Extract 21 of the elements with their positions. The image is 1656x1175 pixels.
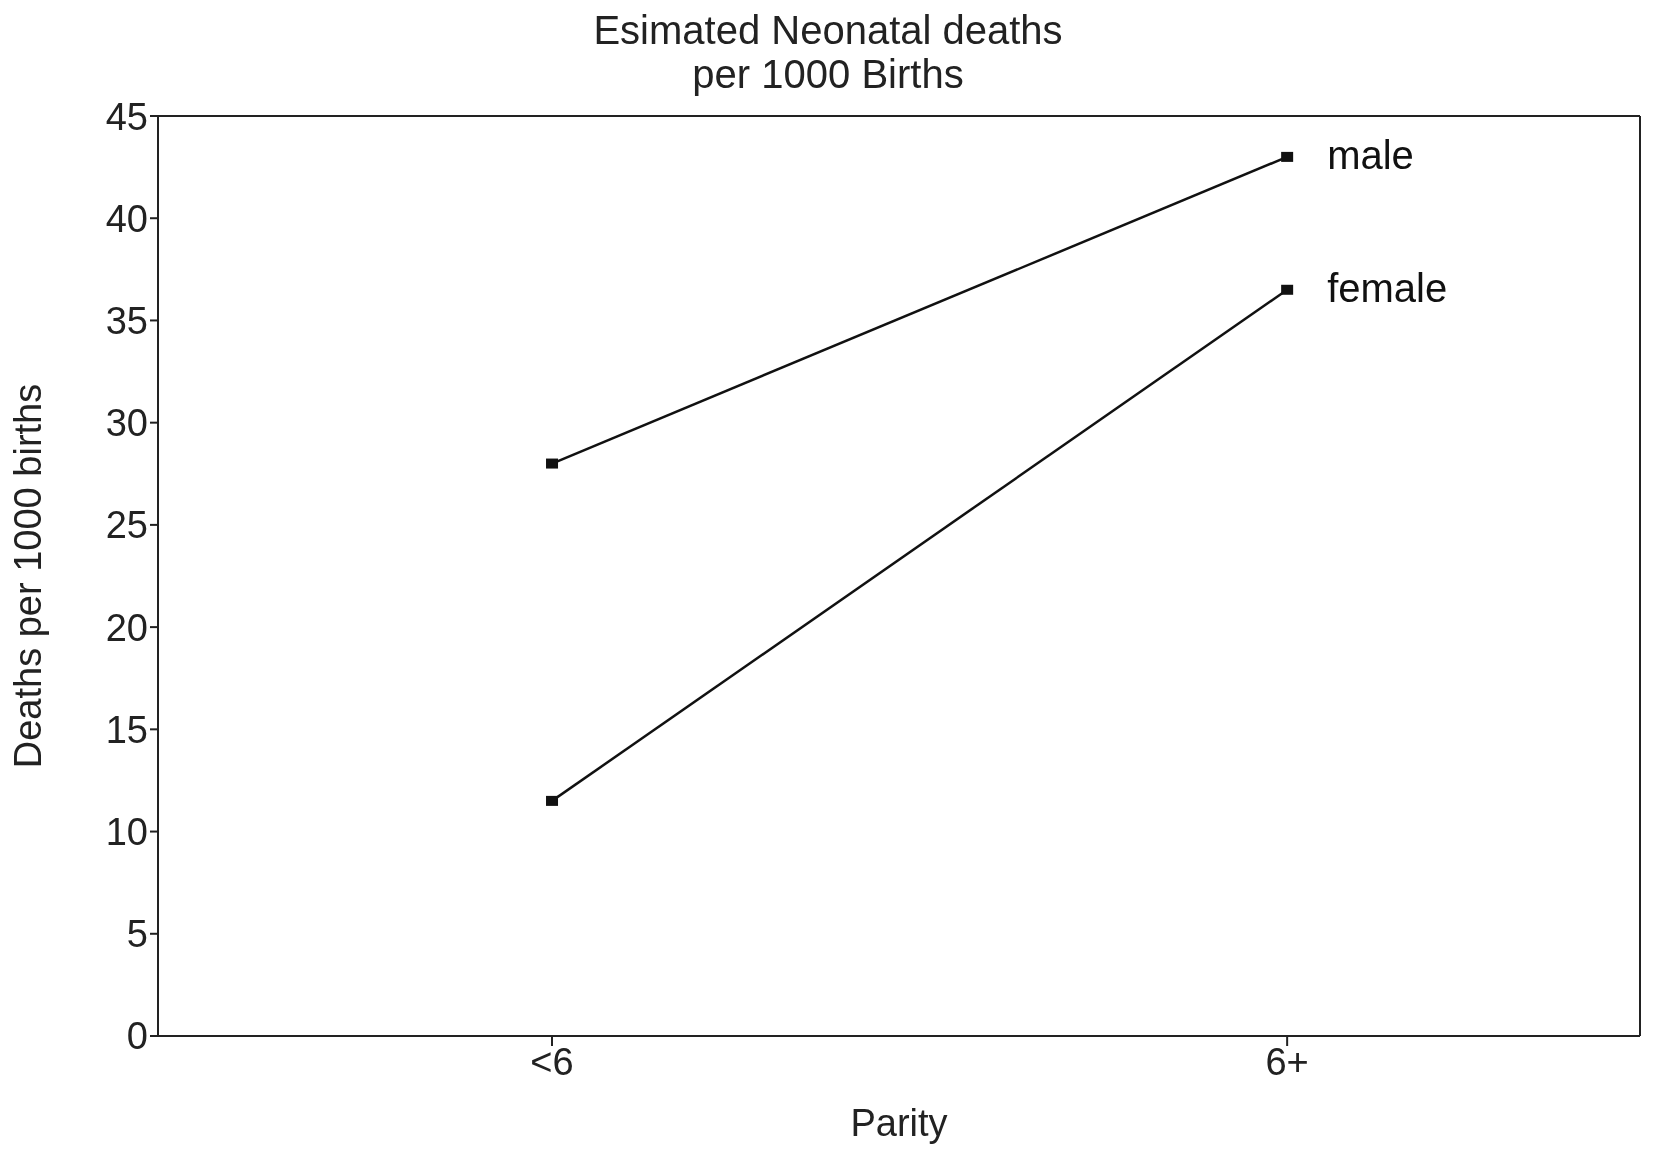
- series-label: female: [1327, 265, 1448, 310]
- point: [1281, 151, 1294, 162]
- x-tick-label: <6: [530, 1040, 574, 1083]
- point: [546, 458, 559, 469]
- y-tick-label: 20: [105, 606, 148, 649]
- y-axis-title: Deaths per 1000 births: [7, 383, 50, 769]
- point: [1281, 284, 1294, 295]
- point: [546, 795, 559, 806]
- y-tick-label: 45: [105, 95, 148, 138]
- x-tick-label: 6+: [1265, 1040, 1309, 1083]
- y-tick-label: 40: [105, 197, 148, 240]
- y-tick-label: 30: [105, 402, 148, 445]
- series-label: male: [1327, 132, 1414, 177]
- x-axis-title: Parity: [850, 1102, 948, 1144]
- y-tick-label: 15: [105, 708, 148, 751]
- y-tick-label: 25: [105, 504, 148, 547]
- y-tick-label: 5: [126, 913, 148, 956]
- y-tick-label: 10: [105, 811, 148, 854]
- y-tick-label: 35: [105, 299, 148, 342]
- y-tick-label: 0: [126, 1015, 148, 1058]
- chart-title: Esimated Neonatal deaths per 1000 Births: [592, 8, 1064, 96]
